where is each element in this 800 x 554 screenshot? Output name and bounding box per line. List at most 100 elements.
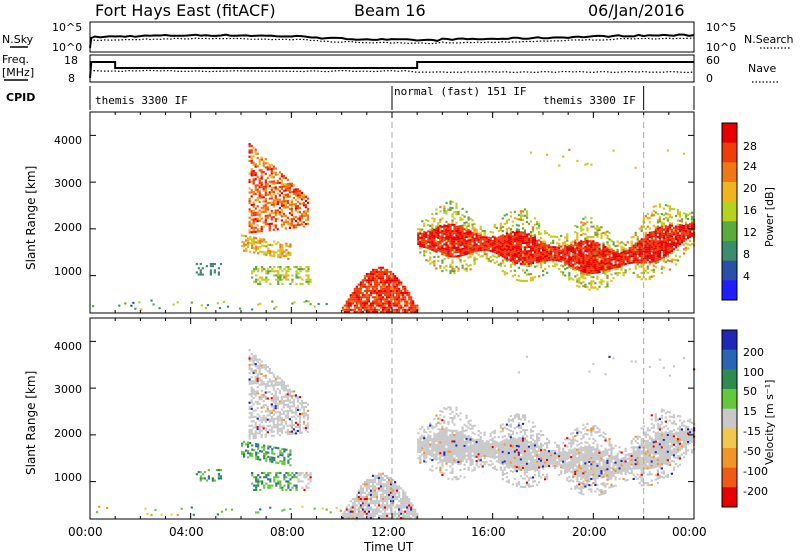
power-cell bbox=[515, 230, 518, 233]
velocity-cell bbox=[355, 500, 358, 503]
power-cell bbox=[371, 302, 375, 305]
power-cell bbox=[465, 252, 468, 255]
power-cell bbox=[419, 236, 422, 239]
power-cell bbox=[263, 268, 266, 271]
power-cell bbox=[371, 287, 375, 290]
power-cell bbox=[266, 193, 269, 196]
velocity-cell bbox=[298, 417, 302, 420]
power-cell bbox=[257, 239, 260, 242]
power-cell bbox=[521, 218, 525, 221]
velocity-cell bbox=[307, 474, 310, 477]
power-cell bbox=[455, 255, 458, 258]
velocity-cell bbox=[439, 431, 442, 434]
power-cell bbox=[584, 250, 587, 253]
power-cell bbox=[497, 242, 500, 245]
power-cell bbox=[276, 200, 279, 203]
power-cell bbox=[574, 239, 577, 242]
power-cell bbox=[421, 245, 424, 248]
power-cell bbox=[392, 294, 395, 297]
velocity-cell bbox=[419, 446, 422, 449]
power-cell bbox=[379, 285, 383, 288]
velocity-cell bbox=[278, 402, 281, 405]
velocity-cell bbox=[373, 508, 377, 511]
power-cell bbox=[475, 247, 478, 250]
power-cell bbox=[521, 246, 525, 249]
power-cell bbox=[367, 283, 370, 286]
velocity-cell bbox=[288, 401, 291, 404]
power-cell bbox=[278, 198, 281, 201]
power-cell bbox=[255, 266, 258, 269]
power-cell bbox=[572, 246, 575, 249]
power-cell bbox=[441, 238, 444, 241]
power-cell bbox=[437, 259, 440, 262]
velocity-cell bbox=[369, 479, 373, 482]
power-cell bbox=[608, 244, 611, 247]
power-cell bbox=[676, 230, 680, 233]
power-cell bbox=[533, 217, 537, 220]
power-cell bbox=[365, 292, 368, 295]
velocity-cell bbox=[272, 388, 275, 391]
power-cell bbox=[306, 197, 310, 200]
velocity-cell bbox=[394, 495, 397, 498]
power-cell bbox=[684, 246, 688, 249]
power-cell bbox=[586, 246, 589, 249]
power-cbar-tick: 16 bbox=[743, 204, 757, 217]
power-cell bbox=[689, 225, 692, 228]
power-cell bbox=[499, 250, 502, 253]
velocity-cell bbox=[282, 406, 285, 409]
power-cell bbox=[302, 202, 306, 205]
power-cell bbox=[586, 267, 589, 270]
power-cell bbox=[410, 300, 413, 303]
power-cell bbox=[505, 213, 508, 216]
velocity-cell bbox=[282, 427, 285, 430]
power-cell bbox=[612, 254, 615, 257]
power-cell bbox=[676, 219, 680, 222]
power-cell bbox=[451, 261, 454, 264]
power-cell bbox=[503, 250, 506, 253]
power-cell bbox=[281, 282, 284, 285]
velocity-cell bbox=[383, 495, 387, 498]
power-cell bbox=[271, 268, 274, 271]
power-cell bbox=[511, 239, 514, 242]
velocity-cell bbox=[451, 444, 454, 447]
velocity-cell bbox=[266, 382, 269, 385]
velocity-cell bbox=[254, 424, 257, 427]
power-cell bbox=[668, 247, 671, 250]
velocity-cell bbox=[190, 506, 193, 509]
velocity-cell bbox=[272, 380, 275, 383]
power-cell bbox=[256, 165, 259, 168]
velocity-cell bbox=[286, 395, 289, 398]
velocity-cell bbox=[274, 403, 277, 406]
power-cell bbox=[408, 294, 411, 297]
power-cell bbox=[367, 306, 370, 309]
power-cell bbox=[664, 237, 667, 240]
velocity-cell bbox=[285, 488, 288, 491]
power-cell bbox=[285, 270, 288, 273]
power-cell bbox=[529, 230, 533, 233]
power-cell bbox=[628, 257, 631, 260]
power-cell bbox=[351, 296, 354, 299]
power-cell bbox=[272, 216, 275, 219]
power-cell bbox=[345, 302, 348, 305]
power-cell bbox=[449, 255, 452, 258]
power-cell bbox=[441, 236, 444, 239]
power-cell bbox=[481, 248, 484, 251]
power-cell bbox=[296, 190, 300, 193]
velocity-cell bbox=[390, 485, 393, 488]
power-cell bbox=[648, 231, 651, 234]
power-cell bbox=[361, 283, 364, 286]
power-cell bbox=[394, 277, 397, 280]
velocity-cell bbox=[359, 512, 362, 515]
power-cell bbox=[646, 265, 649, 268]
power-cell bbox=[386, 302, 389, 305]
power-cell bbox=[485, 249, 488, 252]
velocity-cell bbox=[219, 475, 223, 478]
power-cell bbox=[455, 204, 458, 207]
velocity-cell bbox=[259, 476, 262, 479]
velocity-cell bbox=[298, 415, 302, 418]
power-cell bbox=[540, 251, 543, 254]
velocity-cell bbox=[247, 441, 250, 444]
power-cell bbox=[636, 246, 639, 249]
velocity-cell bbox=[373, 512, 377, 515]
power-cell bbox=[278, 181, 281, 184]
